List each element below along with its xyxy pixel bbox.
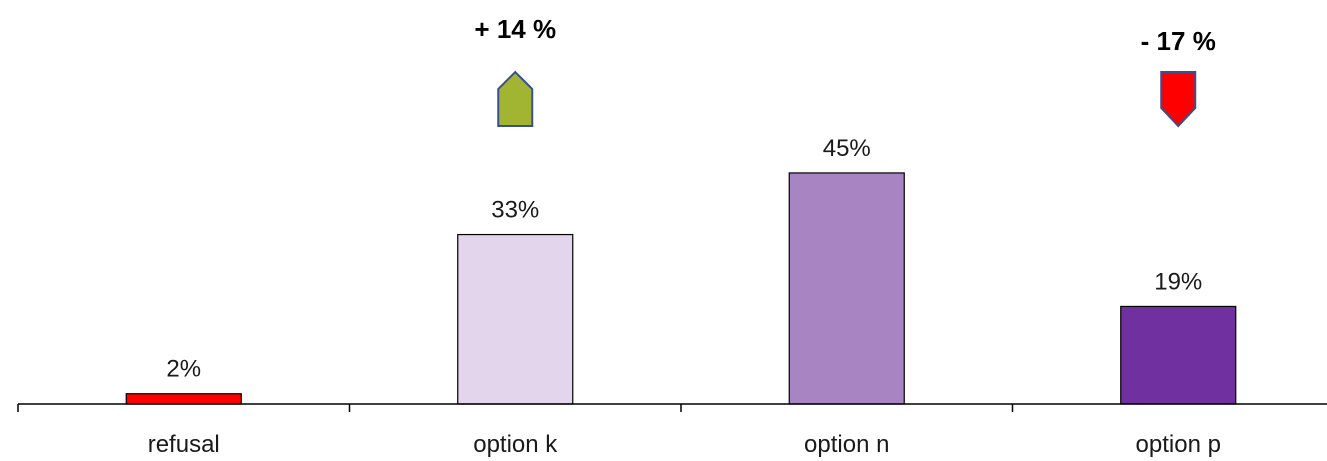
bar-option-p [1120, 305, 1237, 405]
change-indicator-down: - 17 % [1141, 26, 1216, 128]
bar-option-k [457, 233, 574, 405]
x-tick-label: option n [804, 431, 889, 458]
data-label: 33% [491, 197, 539, 224]
bar-refusal [125, 393, 242, 405]
change-indicators: + 14 % - 17 % [474, 14, 1216, 128]
bars-layer [125, 172, 1237, 405]
bar-option-n [788, 172, 905, 405]
x-tick-label: option k [473, 431, 558, 458]
x-tick-label: refusal [148, 431, 220, 458]
data-label: 45% [823, 135, 871, 162]
change-label: + 14 % [474, 14, 556, 44]
x-tick-label: option p [1136, 431, 1221, 458]
data-label: 2% [166, 356, 201, 383]
arrow-up-icon [497, 70, 534, 127]
value-labels-layer: 2% 33% 45% 19% [166, 135, 1202, 383]
data-label: 19% [1154, 268, 1202, 295]
x-axis [17, 403, 1327, 412]
change-label: - 17 % [1141, 26, 1216, 56]
x-tick-labels: refusal option k option n option p [148, 431, 1221, 458]
change-indicator-up: + 14 % [474, 14, 556, 127]
arrow-down-icon [1160, 71, 1197, 128]
